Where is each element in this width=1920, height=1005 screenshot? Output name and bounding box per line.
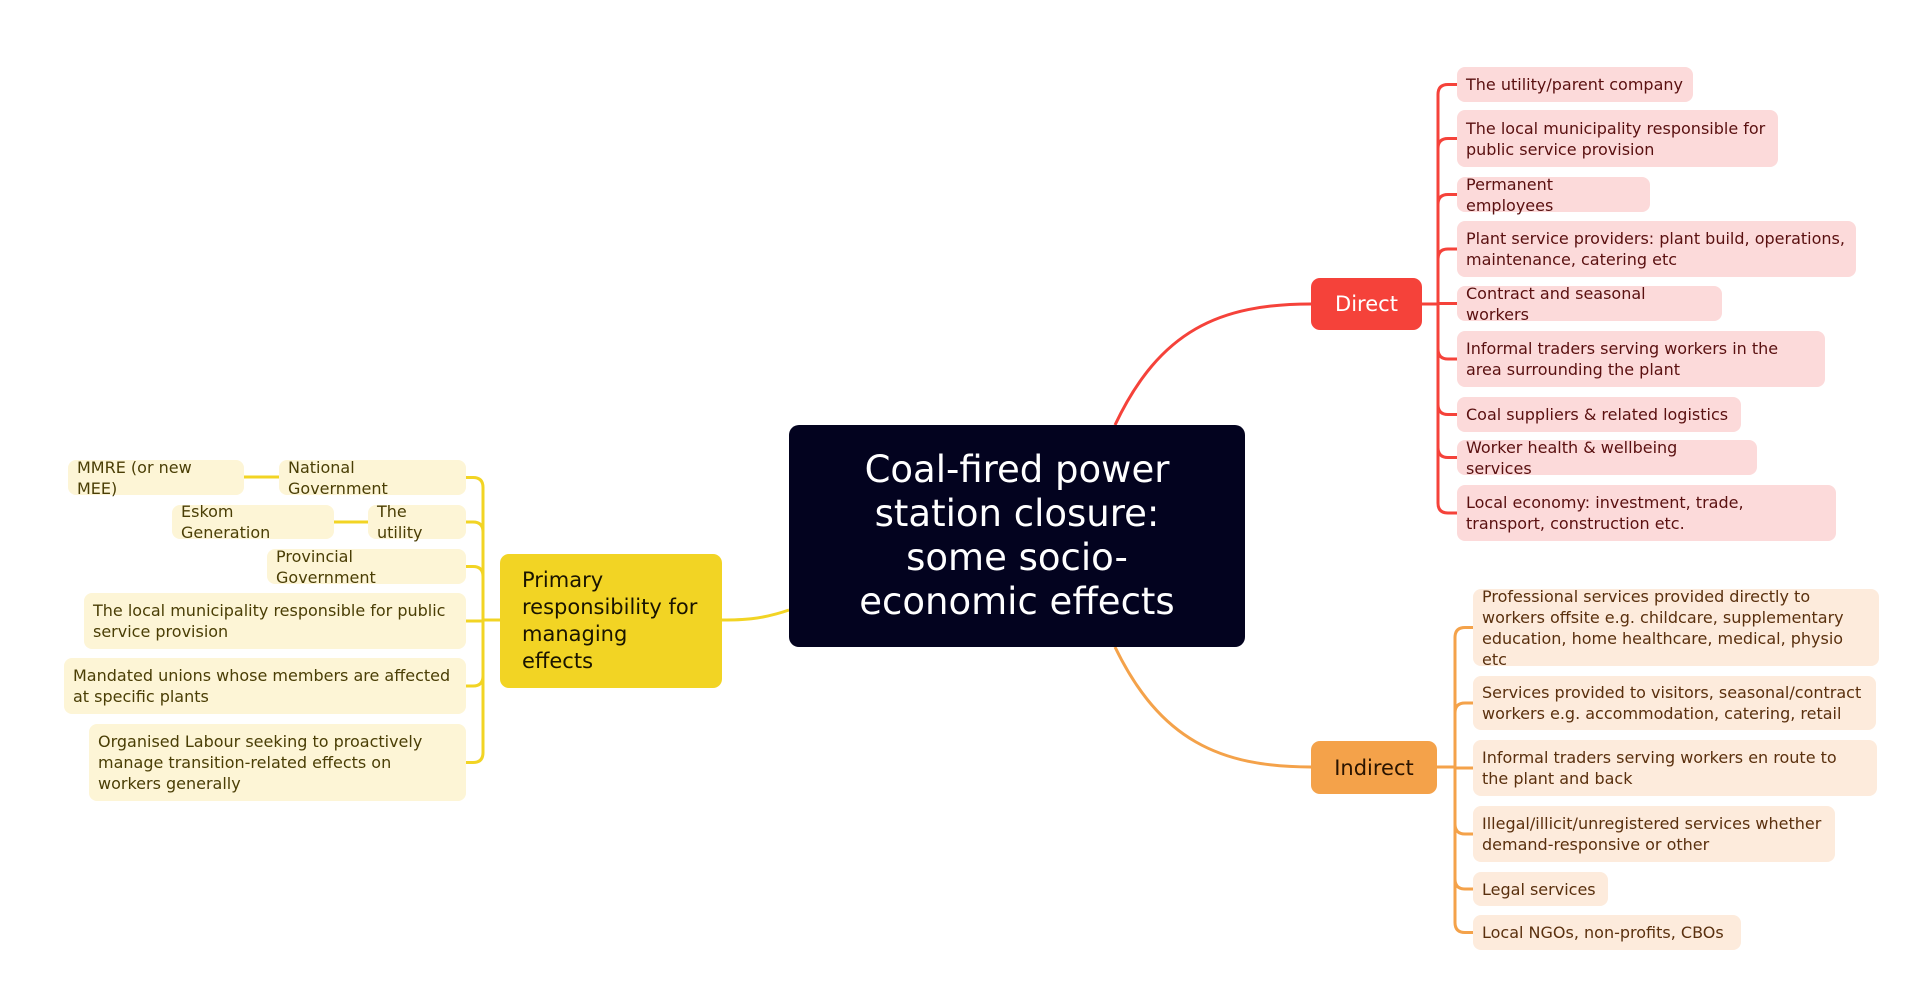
item-text: Provincial Government bbox=[276, 546, 376, 587]
direct-item[interactable]: The local municipality responsible for p… bbox=[1457, 110, 1778, 167]
central-topic-text: Coal-fired power station closure: some s… bbox=[859, 448, 1175, 623]
direct-item[interactable]: Contract and seasonal workers bbox=[1457, 284, 1722, 324]
item-text: Local economy: investment, trade, transp… bbox=[1466, 493, 1744, 533]
direct-item[interactable]: Local economy: investment, trade, transp… bbox=[1457, 485, 1836, 541]
branch-indirect-label: Indirect bbox=[1334, 755, 1414, 780]
direct-item[interactable]: Informal traders serving workers in the … bbox=[1457, 331, 1825, 387]
item-text: Mandated unions whose members are affect… bbox=[73, 666, 451, 706]
direct-link-branch bbox=[1436, 247, 1457, 304]
indirect-item[interactable]: Informal traders serving workers en rout… bbox=[1473, 740, 1877, 796]
item-text: The utility/parent company bbox=[1466, 75, 1683, 94]
indirect-link-branch bbox=[1453, 701, 1473, 767]
item-text: National Government bbox=[288, 457, 388, 498]
direct-link-branch bbox=[1436, 304, 1457, 459]
indirect-item[interactable]: Legal services bbox=[1473, 872, 1608, 906]
direct-item[interactable]: Coal suppliers & related logistics bbox=[1457, 397, 1741, 432]
branch-direct-label: Direct bbox=[1335, 292, 1398, 316]
direct-item[interactable]: Permanent employees bbox=[1457, 175, 1650, 215]
item-text: Professional services provided directly … bbox=[1482, 586, 1844, 669]
indirect-item[interactable]: Local NGOs, non-profits, CBOs bbox=[1473, 915, 1741, 950]
direct-link-branch bbox=[1436, 193, 1457, 304]
primary-item[interactable]: National Government bbox=[279, 458, 466, 498]
item-text: Coal suppliers & related logistics bbox=[1466, 405, 1729, 424]
direct-link-branch bbox=[1436, 83, 1457, 304]
primary-link-branch bbox=[466, 520, 485, 620]
direct-item[interactable]: Plant service providers: plant build, op… bbox=[1457, 221, 1856, 277]
direct-link-branch bbox=[1436, 304, 1457, 361]
branch-direct[interactable]: Direct bbox=[1311, 278, 1422, 330]
item-text: Illegal/illicit/unregistered services wh… bbox=[1482, 814, 1822, 854]
branch-indirect[interactable]: Indirect bbox=[1311, 741, 1437, 794]
direct-link-branch bbox=[1436, 137, 1457, 304]
primary-item[interactable]: Organised Labour seeking to proactively … bbox=[89, 724, 466, 801]
primary-item[interactable]: Provincial Government bbox=[267, 547, 466, 587]
branch-primary-label: Primary responsibility for managing effe… bbox=[522, 568, 698, 673]
branch-primary-responsibility[interactable]: Primary responsibility for managing effe… bbox=[500, 554, 722, 688]
item-text: Organised Labour seeking to proactively … bbox=[98, 732, 423, 793]
item-text: Contract and seasonal workers bbox=[1466, 283, 1646, 324]
direct-link-branch bbox=[1436, 304, 1457, 515]
link-central-indirect bbox=[1113, 646, 1312, 769]
link-central-direct bbox=[1113, 302, 1312, 426]
item-text: The utility bbox=[377, 502, 423, 542]
item-text: Local NGOs, non-profits, CBOs bbox=[1482, 923, 1724, 942]
item-text: Plant service providers: plant build, op… bbox=[1466, 229, 1845, 269]
item-text: Eskom Generation bbox=[181, 502, 271, 542]
indirect-item[interactable]: Illegal/illicit/unregistered services wh… bbox=[1473, 806, 1835, 862]
primary-link-branch bbox=[466, 620, 485, 688]
primary-subitem[interactable]: Eskom Generation bbox=[172, 502, 334, 542]
central-topic[interactable]: Coal-fired power station closure: some s… bbox=[789, 425, 1245, 647]
primary-link-branch bbox=[466, 565, 485, 620]
primary-link-branch bbox=[466, 476, 485, 620]
direct-item[interactable]: Worker health & wellbeing services bbox=[1457, 438, 1757, 478]
link-central-primary bbox=[721, 608, 790, 622]
indirect-item[interactable]: Professional services provided directly … bbox=[1473, 587, 1879, 669]
item-text: MMRE (or new MEE) bbox=[77, 457, 192, 498]
primary-subitem[interactable]: MMRE (or new MEE) bbox=[68, 458, 244, 498]
indirect-link-branch bbox=[1453, 767, 1473, 934]
item-text: Services provided to visitors, seasonal/… bbox=[1482, 683, 1862, 723]
indirect-link-branch bbox=[1453, 767, 1473, 836]
direct-item[interactable]: The utility/parent company bbox=[1457, 67, 1693, 102]
indirect-item[interactable]: Services provided to visitors, seasonal/… bbox=[1473, 676, 1876, 730]
item-text: The local municipality responsible for p… bbox=[93, 601, 446, 641]
primary-item[interactable]: The local municipality responsible for p… bbox=[84, 593, 466, 649]
indirect-link-branch bbox=[1453, 767, 1473, 891]
primary-item[interactable]: The utility bbox=[368, 502, 466, 542]
item-text: Permanent employees bbox=[1466, 174, 1554, 215]
item-text: Informal traders serving workers en rout… bbox=[1482, 748, 1837, 788]
item-text: The local municipality responsible for p… bbox=[1466, 118, 1766, 159]
primary-item[interactable]: Mandated unions whose members are affect… bbox=[64, 658, 466, 714]
item-text: Informal traders serving workers in the … bbox=[1466, 339, 1779, 379]
item-text: Worker health & wellbeing services bbox=[1466, 437, 1678, 478]
item-text: Legal services bbox=[1482, 879, 1596, 899]
indirect-link-branch bbox=[1453, 626, 1473, 767]
primary-link-branch bbox=[466, 620, 485, 764]
